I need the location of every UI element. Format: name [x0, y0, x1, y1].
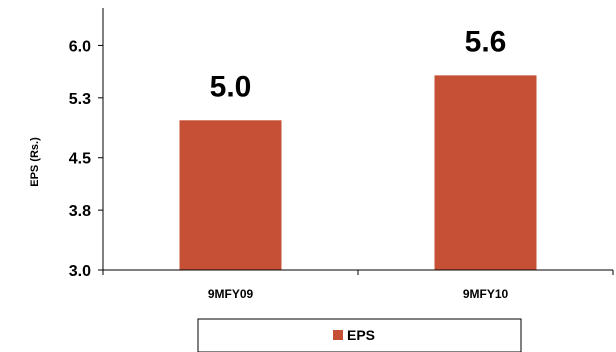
y-tick-label-1: 3.8	[69, 203, 91, 220]
bar-9MFY10	[434, 75, 537, 270]
y-axis-title: EPS (Rs.)	[29, 137, 41, 187]
x-tick-label-9MFY10: 9MFY10	[463, 287, 509, 301]
y-tick-label-0: 3.0	[69, 263, 91, 280]
bar-9MFY09	[179, 120, 282, 271]
data-label-9MFY09: 5.0	[210, 70, 252, 103]
legend-box	[197, 318, 522, 352]
data-label-9MFY10: 5.6	[465, 25, 507, 58]
y-tick-label-2: 4.5	[69, 151, 91, 168]
legend-label-eps: EPS	[347, 327, 375, 343]
y-tick-label-3: 5.3	[69, 91, 91, 108]
legend-swatch-eps	[333, 330, 343, 340]
x-tick-label-9MFY09: 9MFY09	[208, 287, 254, 301]
y-tick-label-4: 6.0	[69, 38, 91, 55]
